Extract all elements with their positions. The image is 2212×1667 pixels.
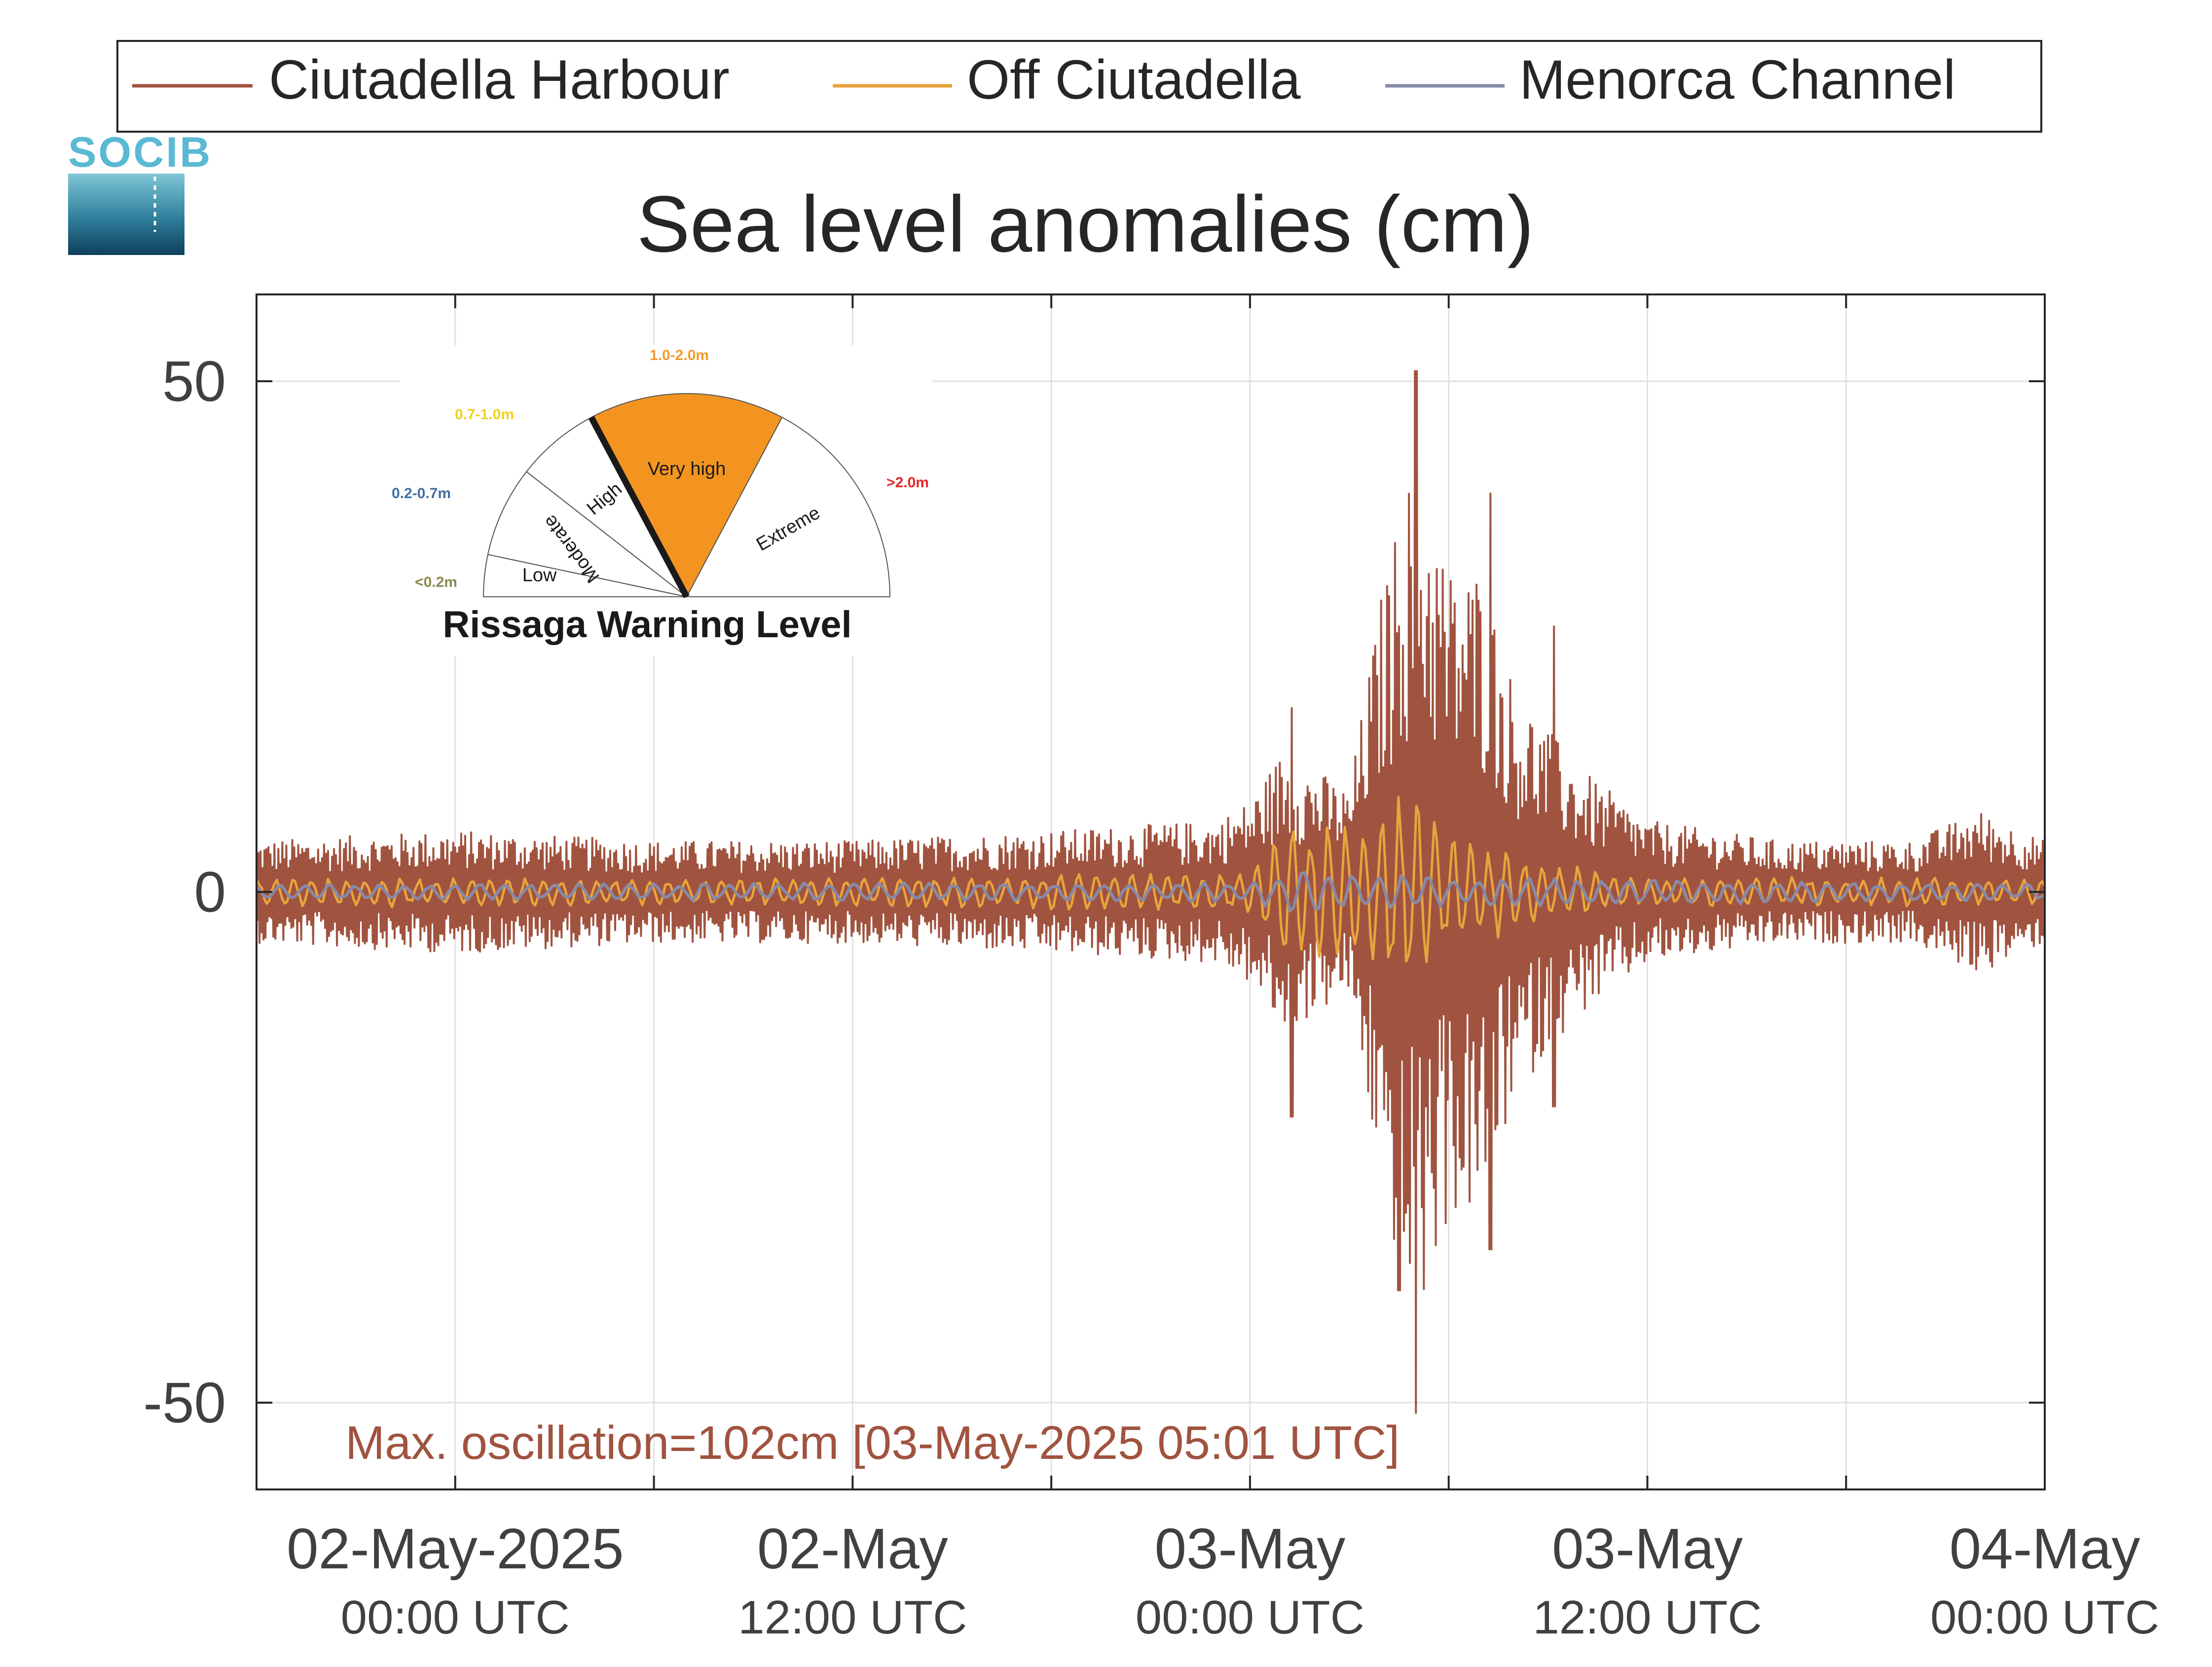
gauge-range-label: 0.2-0.7m [392,485,451,502]
gauge-level-label: Low [522,565,557,586]
socib-logo: SOCIB [68,129,212,255]
legend-label-menorca-channel: Menorca Channel [1519,49,1955,110]
gauge-range-label: >2.0m [886,474,929,491]
gauge-sector-moderate [487,471,687,597]
axis-ticks [256,294,2046,1489]
legend-frame [116,40,2042,133]
y-tick-label: 50 [162,349,226,413]
gauge-range-label: <0.2m [415,574,457,590]
gauge-level-label: Very high [648,459,726,479]
gauge-sectors [482,393,891,599]
x-tick-label-time: 00:00 UTC [1930,1591,2159,1644]
x-tick-label-time: 12:00 UTC [1533,1591,1762,1644]
gauge-range-label: 0.7-1.0m [455,406,514,423]
socib-logo-block [68,174,184,255]
y-tick-label: -50 [143,1371,226,1435]
gauge-range-label: 1.0-2.0m [650,347,709,363]
legend: Ciutadella Harbour Off Ciutadella Menorc… [116,40,2042,133]
gauge-sector-extreme [686,416,891,597]
x-tick-label-time: 12:00 UTC [738,1591,967,1644]
series-line-off-ciutadella [255,796,2046,964]
x-axis-tick-labels: 02-May-2025 00:00 UTC 02-May 12:00 UTC 03-Ma… [287,1517,2159,1644]
legend-label-ciutadella-harbour: Ciutadella Harbour [269,49,730,110]
series-layer [255,370,2046,1414]
legend-label-off-ciutadella: Off Ciutadella [967,49,1301,110]
x-tick-label-time: 00:00 UTC [1136,1591,1364,1644]
x-tick-label-time: 00:00 UTC [341,1591,570,1644]
y-tick-label: 0 [194,860,226,924]
series-line-menorca-channel [255,870,2046,913]
series-line-ciutadella-harbour [256,370,2046,1414]
gauge-sector-very-high [590,393,783,598]
x-tick-label-date: 03-May [1552,1517,1743,1581]
socib-logo-text: SOCIB [68,129,212,176]
x-tick-label-date: 02-May-2025 [287,1517,624,1581]
x-tick-label-date: 03-May [1154,1517,1345,1581]
gauge-sector-high [525,416,687,597]
x-tick-label-date: 04-May [1950,1517,2140,1581]
gauge-needle [588,416,690,599]
max-oscillation-annotation: Max. oscillation=102cm [03-May-2025 05:0… [345,1416,1400,1469]
gauge-title: Rissaga Warning Level [442,604,851,646]
chart-title: Sea level anomalies (cm) [637,180,1534,269]
y-axis-tick-labels: -50 0 50 [143,349,226,1435]
x-tick-label-date: 02-May [757,1517,948,1581]
